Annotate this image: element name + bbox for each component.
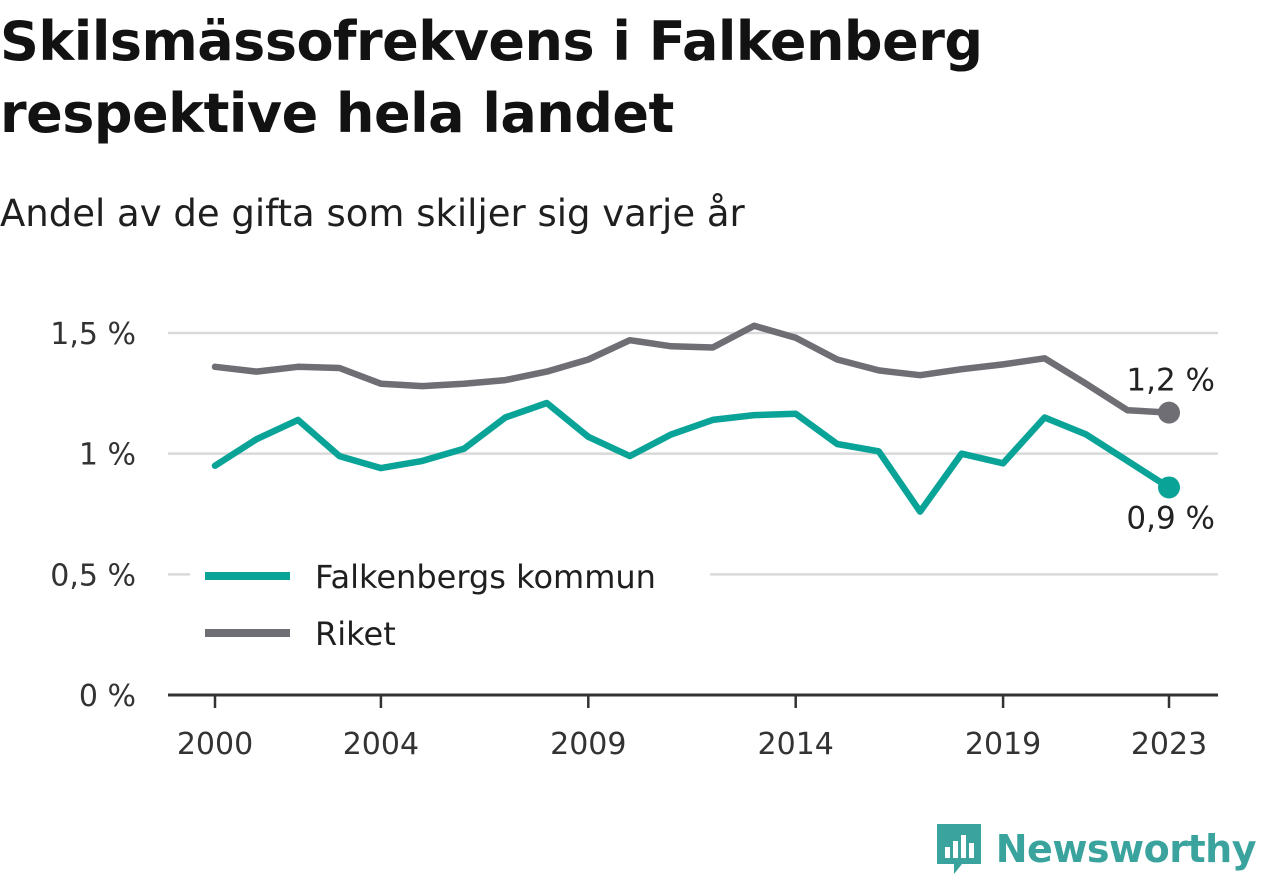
end-label-riket: 1,2 % bbox=[1126, 363, 1215, 399]
chart-title: Skilsmässofrekvens i Falkenberg respekti… bbox=[0, 10, 983, 145]
end-point-riket bbox=[1158, 401, 1180, 424]
x-tick-label: 2009 bbox=[550, 727, 626, 762]
end-point-falkenberg bbox=[1158, 476, 1180, 499]
x-tick-label: 2004 bbox=[343, 727, 419, 762]
end-labels: 1,2 % 0,9 % bbox=[1126, 363, 1215, 537]
chart-subtitle: Andel av de gifta som skiljer sig varje … bbox=[0, 192, 745, 235]
axes: 0 % 0,5 % 1 % 1,5 % 2000 2004 2009 2014 2019 2023 bbox=[50, 317, 1218, 762]
x-tick-label: 2014 bbox=[758, 727, 834, 762]
newsworthy-brand: Newsworthy bbox=[934, 821, 1257, 877]
y-tick-label: 0 % bbox=[79, 679, 136, 714]
end-label-falkenberg: 0,9 % bbox=[1126, 500, 1215, 536]
legend-background bbox=[190, 548, 710, 668]
y-tick-label: 1,5 % bbox=[50, 317, 136, 352]
series-lines bbox=[211, 322, 1180, 515]
y-tick-label: 1 % bbox=[79, 438, 136, 473]
newsworthy-logo-icon bbox=[936, 824, 981, 874]
x-tick-label: 2023 bbox=[1131, 727, 1207, 762]
x-tick-label: 2000 bbox=[177, 727, 253, 762]
x-tick-label: 2019 bbox=[965, 727, 1041, 762]
legend: Falkenbergs kommun Riket bbox=[190, 548, 710, 668]
series-line-falkenberg bbox=[211, 399, 1173, 515]
y-tick-label: 0,5 % bbox=[50, 558, 136, 593]
legend-label: Riket bbox=[315, 615, 396, 653]
brand-name: Newsworthy bbox=[995, 827, 1257, 871]
series-line-riket bbox=[211, 322, 1173, 416]
legend-label: Falkenbergs kommun bbox=[315, 558, 656, 596]
